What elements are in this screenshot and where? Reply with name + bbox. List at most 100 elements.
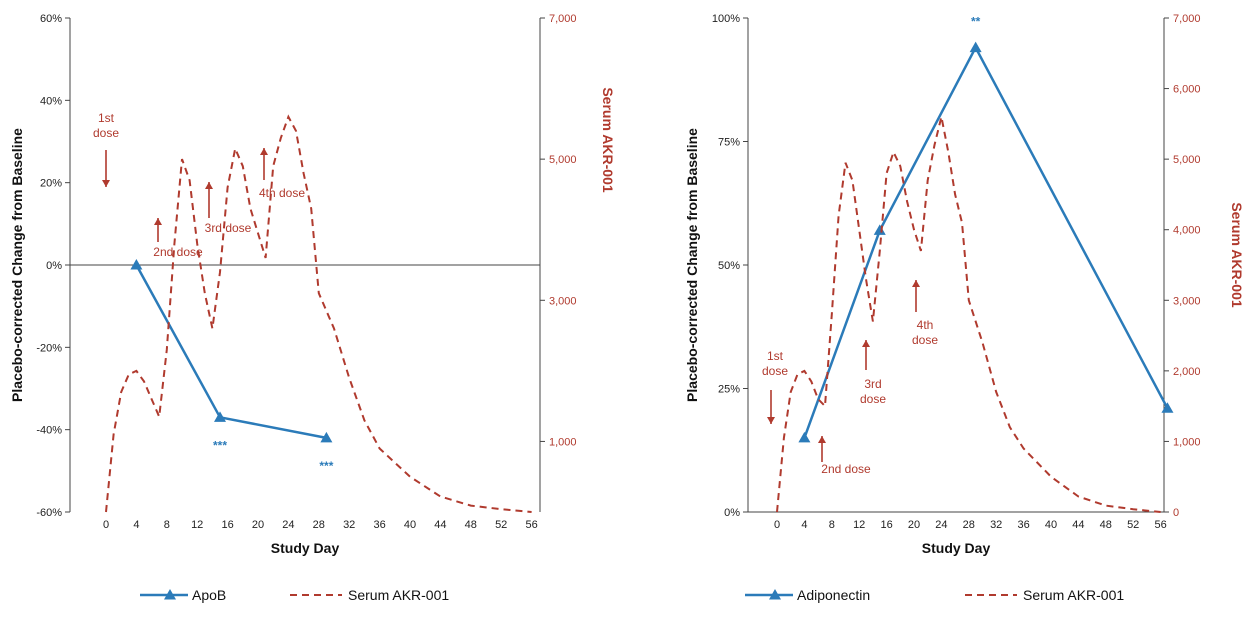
x-tick-label: 4	[801, 519, 807, 531]
series-line	[135, 264, 327, 440]
significance-label: **	[971, 15, 981, 29]
apob-chart: -60% -40% -20% 0% 20% 40% 60% 1,000 3,000 5,000 7,…	[9, 13, 616, 603]
data-point-marker	[798, 431, 811, 443]
y-tick-label: -60%	[36, 507, 62, 519]
dose-arrow-head	[912, 280, 920, 287]
y2-tick-label: 1,000	[1173, 436, 1201, 448]
x-tick-label: 0	[774, 519, 780, 531]
x-tick-label: 56	[1154, 519, 1166, 531]
dose-annotation: 2nd dose	[153, 245, 203, 259]
x-tick-label: 24	[935, 519, 947, 531]
y-tick-label: 20%	[40, 178, 62, 190]
x-tick-label: 52	[1127, 519, 1139, 531]
y2-tick-label: 3,000	[1173, 295, 1201, 307]
dose-arrow	[818, 436, 826, 462]
x-tick-label: 16	[221, 519, 233, 531]
dose-arrow-head	[102, 180, 110, 187]
legend: Adiponectin Serum AKR-001	[745, 587, 1124, 603]
y2-tick-label: 7,000	[549, 13, 577, 25]
dose-annotation: 3rd dose	[205, 221, 252, 235]
dose-arrow	[862, 340, 870, 370]
dose-annotation: 4th	[917, 318, 934, 332]
y-tick-label: 100%	[712, 13, 740, 25]
dose-annotation: 3rd	[864, 377, 881, 391]
x-tick-label: 8	[164, 519, 170, 531]
y-tick-label: 0%	[724, 507, 740, 519]
significance-label: ***	[213, 438, 227, 452]
dose-arrow-head	[154, 218, 162, 225]
data-point-marker	[1161, 402, 1174, 413]
legend-marker	[769, 589, 781, 600]
legend: ApoB Serum AKR-001	[140, 587, 449, 603]
y-tick-label: 0%	[46, 260, 62, 272]
dose-arrow	[767, 390, 775, 424]
y2-tick-label: 4,000	[1173, 225, 1201, 237]
y2-tick-label: 2,000	[1173, 366, 1201, 378]
y2-tick-label: 5,000	[549, 154, 577, 166]
dose-arrow	[102, 150, 110, 187]
x-tick-label: 12	[191, 519, 203, 531]
x-tick-label: 20	[252, 519, 264, 531]
y2-axis-title: Serum AKR-001	[1229, 202, 1245, 308]
y-tick-label: 75%	[718, 137, 740, 149]
y-tick-label: 40%	[40, 95, 62, 107]
data-point-marker	[214, 411, 226, 422]
x-axis-title: Study Day	[922, 540, 991, 556]
x-tick-label: 4	[133, 519, 139, 531]
x-tick-label: 44	[434, 519, 446, 531]
x-tick-label: 28	[313, 519, 325, 531]
y2-tick-label: 3,000	[549, 295, 577, 307]
dose-arrow-head	[818, 436, 826, 443]
series-line	[803, 44, 1169, 439]
dose-arrow-head	[862, 340, 870, 347]
x-tick-label: 28	[963, 519, 975, 531]
dose-arrow	[154, 218, 162, 242]
x-tick-label: 8	[829, 519, 835, 531]
x-tick-label: 12	[853, 519, 865, 531]
y-axis-title: Placebo-corrected Change from Baseline	[9, 128, 25, 402]
y-tick-label: -40%	[36, 425, 62, 437]
data-point-marker	[873, 224, 886, 235]
legend-label: Serum AKR-001	[1023, 587, 1124, 603]
y2-tick-label: 6,000	[1173, 84, 1201, 96]
y2-tick-label: 5,000	[1173, 154, 1201, 166]
adiponectin-chart: 0% 25% 50% 75% 100% 0 1,000 2,000 3,000 4,000 5,00…	[684, 13, 1245, 603]
x-tick-label: 0	[103, 519, 109, 531]
legend-label: ApoB	[192, 587, 226, 603]
x-tick-label: 16	[880, 519, 892, 531]
legend-marker	[164, 589, 176, 600]
x-tick-label: 40	[1045, 519, 1057, 531]
dose-annotation: dose	[912, 333, 938, 347]
serum-akr001-line	[105, 114, 532, 513]
x-tick-label: 20	[908, 519, 920, 531]
dose-annotation: 4th dose	[259, 186, 305, 200]
significance-label: ***	[319, 459, 333, 473]
y-axis-title: Placebo-corrected Change from Baseline	[684, 128, 700, 402]
x-tick-label: 24	[282, 519, 294, 531]
legend-label: Adiponectin	[797, 587, 870, 603]
dose-arrow	[205, 182, 213, 218]
y-tick-label: 25%	[718, 384, 740, 396]
dose-arrow-head	[260, 148, 268, 155]
dose-annotation: 1st	[767, 349, 784, 363]
x-tick-label: 32	[343, 519, 355, 531]
dose-annotation: dose	[860, 392, 886, 406]
dose-annotation: dose	[762, 364, 788, 378]
data-point-marker	[130, 259, 143, 270]
y2-tick-label: 1,000	[549, 436, 577, 448]
y2-axis-title: Serum AKR-001	[600, 87, 616, 193]
x-tick-label: 48	[465, 519, 477, 531]
x-tick-label: 40	[404, 519, 416, 531]
legend-label: Serum AKR-001	[348, 587, 449, 603]
y-tick-label: 60%	[40, 13, 62, 25]
data-point-marker	[320, 431, 333, 443]
dose-arrow-head	[767, 417, 775, 424]
x-tick-label: 56	[525, 519, 537, 531]
x-tick-label: 36	[373, 519, 385, 531]
x-axis-title: Study Day	[271, 540, 340, 556]
data-point-marker	[969, 41, 982, 53]
y-tick-label: -20%	[36, 342, 62, 354]
serum-akr001-line	[776, 116, 1161, 513]
dose-annotation: dose	[93, 126, 119, 140]
